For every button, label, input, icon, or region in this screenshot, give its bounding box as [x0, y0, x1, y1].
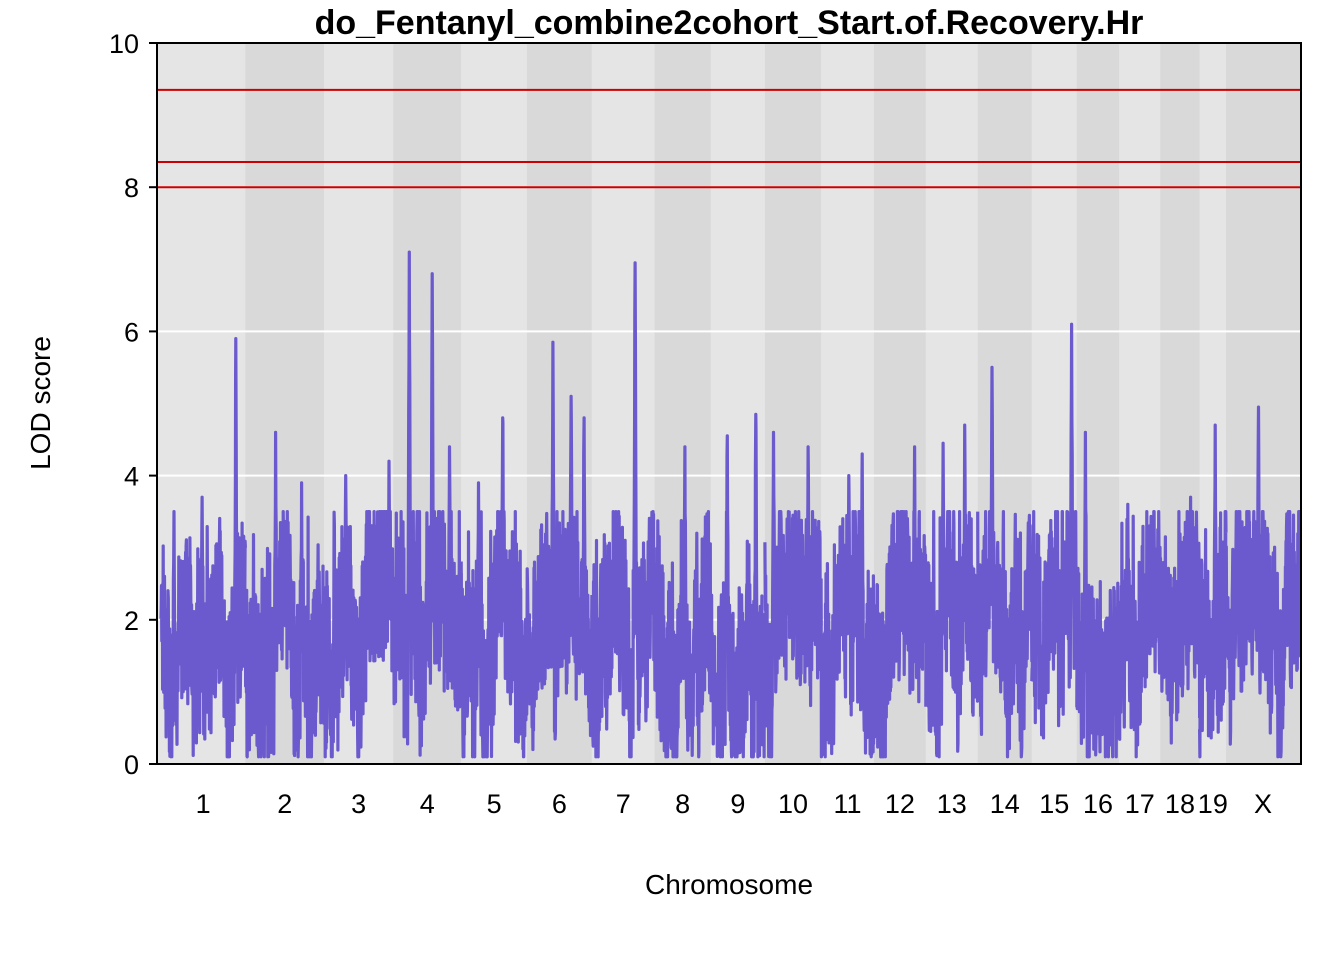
- lod-curve-chr1: [159, 337, 247, 759]
- y-axis: 0 2 4 6 8 10: [109, 29, 157, 780]
- x-tick-label-chr5: 5: [487, 789, 502, 819]
- x-tick-label-chr4: 4: [420, 789, 435, 819]
- lod-curve-chr10: [763, 430, 823, 759]
- lod-curve-chr18: [1158, 495, 1202, 745]
- plot-frame: [156, 42, 1302, 765]
- x-tick-label-chr19: 19: [1198, 789, 1228, 819]
- lod-curve-chr11: [819, 452, 876, 759]
- lod-curve-chr12: [872, 445, 928, 759]
- y-tick-label: 4: [124, 462, 139, 492]
- lod-curve-chr4: [391, 250, 463, 757]
- threshold-lines: [157, 88, 1301, 189]
- x-tick-label-chr16: 16: [1083, 789, 1113, 819]
- lod-curve-chr3: [322, 459, 395, 759]
- lod-curve-chr5: [459, 416, 529, 759]
- x-axis: 1 2 3 4 5 6 7 8 9 10 11 12 13 14 15 16 17 18 19 X: [196, 789, 1272, 819]
- x-tick-label-chr14: 14: [990, 789, 1020, 819]
- lod-curve-chr15: [1030, 322, 1079, 740]
- x-tick-label-chrX: X: [1254, 789, 1272, 819]
- x-tick-label-chr8: 8: [675, 789, 690, 819]
- x-tick-label-chr2: 2: [277, 789, 292, 819]
- lod-curve-chr17: [1117, 502, 1162, 759]
- lod-trace: [159, 250, 1302, 759]
- y-tick-label: 2: [124, 606, 139, 636]
- y-tick-label: 0: [124, 750, 139, 780]
- y-axis-label: LOD score: [25, 336, 56, 470]
- y-tick-label: 8: [124, 173, 139, 203]
- x-tick-label-chr11: 11: [833, 789, 861, 819]
- x-tick-label-chr15: 15: [1039, 789, 1069, 819]
- x-tick-label-chr6: 6: [552, 789, 567, 819]
- lod-curve-chr2: [243, 430, 326, 759]
- lod-curve-chr6: [525, 340, 594, 752]
- x-tick-label-chr17: 17: [1125, 789, 1155, 819]
- lod-curve-chr8: [653, 445, 713, 759]
- lod-curve-chr13: [924, 423, 980, 759]
- lod-curve-chr14: [976, 365, 1034, 759]
- x-tick-label-chr13: 13: [937, 789, 967, 819]
- lod-curve-chr7: [590, 261, 657, 759]
- y-tick-label: 6: [124, 317, 139, 347]
- y-tick-label: 10: [109, 29, 139, 59]
- x-tick-label-chr7: 7: [616, 789, 631, 819]
- lod-curve-chrX: [1224, 405, 1302, 759]
- x-tick-label-chr1: 1: [196, 789, 211, 819]
- chart-title: do_Fentanyl_combine2cohort_Start.of.Reco…: [315, 4, 1144, 42]
- x-tick-label-chr12: 12: [885, 789, 915, 819]
- lod-curve-chr16: [1075, 430, 1121, 759]
- lod-curve-chr9: [709, 412, 767, 759]
- x-axis-label: Chromosome: [645, 869, 813, 900]
- x-tick-label-chr3: 3: [351, 789, 366, 819]
- x-tick-label-chr9: 9: [730, 789, 745, 819]
- lod-curve-chr19: [1198, 423, 1228, 759]
- x-tick-label-chr10: 10: [778, 789, 808, 819]
- x-tick-label-chr18: 18: [1165, 789, 1195, 819]
